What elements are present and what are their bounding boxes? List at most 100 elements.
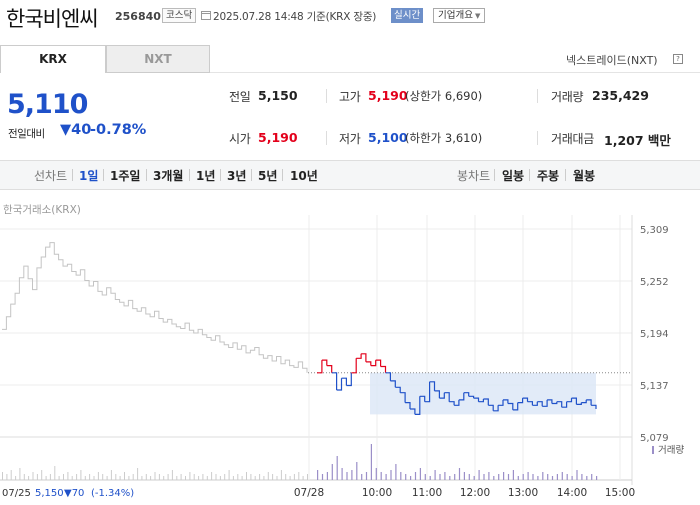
volume-bar — [71, 476, 73, 480]
today-segment — [458, 392, 465, 401]
volume-bar — [232, 476, 234, 480]
volume-bar — [206, 476, 208, 480]
line-chart-label: 선차트 — [34, 169, 68, 183]
chart-grid — [0, 215, 633, 485]
volume-bar — [298, 472, 300, 480]
realtime-button[interactable]: 실시간 — [391, 8, 424, 23]
chart-caption: 한국거래소(KRX) — [3, 204, 81, 216]
volume-bar — [361, 474, 363, 480]
stat-divider — [326, 131, 327, 145]
volume-bar — [321, 474, 324, 480]
volume-bar — [424, 474, 426, 480]
volume-bar — [158, 474, 160, 480]
volume-bar — [254, 476, 256, 480]
prev-close-label: 5,150 — [35, 488, 64, 499]
today-segment — [380, 365, 387, 373]
today-segment — [385, 372, 391, 381]
volume-bar — [503, 472, 505, 480]
volume-bar — [566, 474, 568, 480]
volume-bar — [106, 476, 108, 480]
volume-bar — [272, 474, 274, 480]
volume-bar — [405, 474, 407, 480]
period-divider — [565, 169, 566, 181]
nextrade-link[interactable]: 넥스트레이드(NXT) — [566, 54, 658, 67]
volume-bar — [211, 472, 213, 480]
volume-bar — [10, 470, 12, 480]
volume-bar — [375, 468, 377, 480]
period-1y[interactable]: 1년 — [196, 169, 216, 183]
volume-bar — [429, 476, 431, 480]
period-3m[interactable]: 3개월 — [153, 169, 184, 183]
low-label: 저가 — [339, 132, 361, 146]
volume-bar — [289, 476, 291, 480]
today-segment — [434, 390, 440, 399]
chevron-down-icon: ▼ — [474, 12, 481, 20]
volume-bar — [463, 472, 465, 480]
volume-bar — [36, 474, 38, 480]
period-1w[interactable]: 1주일 — [110, 169, 141, 183]
x-tick-label: 11:00 — [412, 487, 442, 499]
volume-bar — [224, 474, 226, 480]
volume-bar — [370, 444, 372, 480]
volume-bar — [414, 472, 417, 480]
high-label: 고가 — [339, 90, 361, 104]
period-divider — [282, 169, 283, 181]
price-chart[interactable]: 5,309 5,252 5,194 5,137 5,079 07/28 10:00 11:0… — [0, 215, 700, 505]
period-10y[interactable]: 10년 — [290, 169, 318, 183]
today-segment — [410, 408, 416, 415]
volume-bar — [49, 474, 51, 480]
volume-bar — [293, 474, 295, 480]
volume-bar — [19, 468, 21, 480]
volume-bar — [89, 474, 91, 480]
volume-bar — [341, 468, 343, 480]
today-segment — [537, 401, 543, 407]
stat-divider — [537, 131, 538, 145]
candle-chart-label: 봉차트 — [457, 169, 491, 183]
period-5y[interactable]: 5년 — [258, 169, 278, 183]
today-segment — [449, 401, 455, 406]
volume-bar — [385, 474, 387, 480]
tab-krx[interactable]: KRX — [0, 45, 106, 73]
volume-bar — [493, 476, 495, 480]
y-tick-label: 5,079 — [640, 433, 669, 444]
candle-monthly[interactable]: 월봉 — [573, 169, 596, 183]
volume-bar — [128, 476, 130, 480]
volume-bar — [193, 474, 195, 480]
volume-bar — [419, 468, 421, 480]
today-segment — [361, 353, 367, 362]
x-tick-label: 14:00 — [557, 487, 587, 499]
today-segment — [527, 401, 533, 406]
upper-limit: (상한가 6,690) — [405, 89, 483, 103]
candle-weekly[interactable]: 주봉 — [537, 169, 560, 183]
today-segment — [512, 402, 519, 411]
company-overview-button[interactable]: 기업개요 ▼ — [433, 8, 486, 23]
volume-bar — [259, 474, 261, 480]
volume-bar — [45, 476, 47, 480]
volume-bar — [498, 474, 500, 480]
tab-nxt[interactable]: NXT — [106, 45, 210, 73]
x-axis: 07/28 10:00 11:00 12:00 13:00 14:00 15:00 — [294, 487, 635, 499]
volume-bar — [439, 474, 441, 480]
volume-bar — [141, 476, 143, 480]
y-tick-label: 5,309 — [640, 225, 669, 236]
period-3y[interactable]: 3년 — [227, 169, 247, 183]
volume-bar — [171, 470, 173, 480]
volume-bar — [556, 474, 558, 480]
amount-label: 거래대금 — [551, 132, 594, 146]
volume-bar — [444, 472, 446, 480]
period-1d[interactable]: 1일 — [79, 169, 99, 183]
volume-bar — [228, 470, 230, 480]
volume-bar — [576, 470, 578, 480]
today-segment — [503, 399, 509, 404]
help-icon[interactable]: ? — [673, 54, 683, 64]
candle-daily[interactable]: 일봉 — [502, 169, 525, 183]
volume-bar — [458, 468, 461, 480]
today-segment — [400, 392, 406, 403]
today-segment — [331, 372, 338, 390]
today-segment — [571, 397, 577, 405]
volume-bar — [202, 474, 204, 480]
today-segment — [429, 381, 436, 391]
volume-bar — [356, 462, 358, 480]
volume-bar — [380, 472, 382, 480]
volume-bar — [76, 474, 78, 480]
